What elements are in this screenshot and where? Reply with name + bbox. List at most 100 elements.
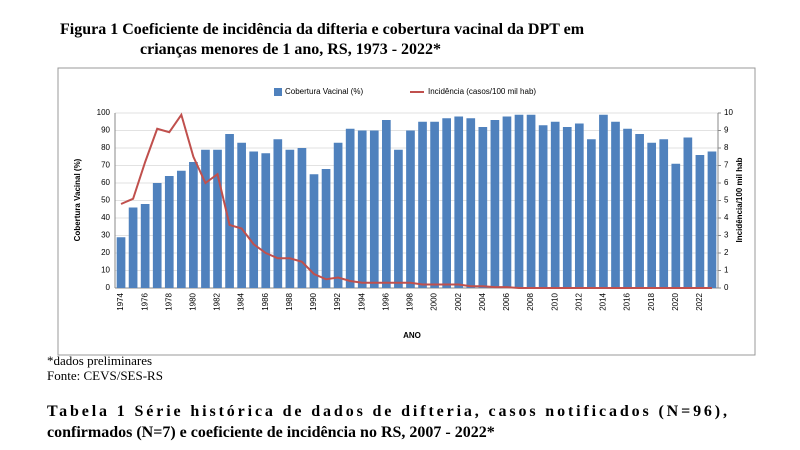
y-tick-label: 80 <box>101 143 110 152</box>
bar <box>152 183 162 288</box>
y-tick-label: 20 <box>101 248 110 257</box>
x-tick-label: 1990 <box>309 292 318 310</box>
bar <box>273 139 283 288</box>
y-tick-label: 10 <box>101 266 110 275</box>
bar <box>201 149 210 288</box>
x-tick-label: 2010 <box>550 292 559 310</box>
bar <box>164 176 174 288</box>
bar <box>321 169 331 288</box>
y2-tick-label: 0 <box>724 283 729 292</box>
legend-swatch <box>274 88 282 96</box>
bar <box>599 114 608 288</box>
bar <box>538 125 548 288</box>
bar <box>140 204 150 288</box>
y2-tick-label: 9 <box>724 126 729 135</box>
bar <box>562 127 572 288</box>
x-tick-label: 1980 <box>188 292 197 310</box>
line <box>120 112 712 289</box>
x-tick-label: 2014 <box>599 292 608 310</box>
legend-label: Incidência (casos/100 mil hab) <box>428 87 536 96</box>
bar <box>647 142 657 288</box>
y2-tick-label: 8 <box>724 143 729 152</box>
bar <box>116 237 126 288</box>
x-tick-label: 1984 <box>237 292 246 310</box>
bar <box>707 151 717 288</box>
y-tick-label: 100 <box>97 108 111 117</box>
x-tick-label: 1974 <box>116 292 125 310</box>
bar <box>478 127 488 288</box>
y2-axis-label: Incidência/100 mil hab <box>735 157 744 242</box>
x-axis-label: ANO <box>403 331 421 340</box>
bar <box>466 118 476 288</box>
note: *dados preliminares <box>47 353 152 368</box>
x-tick-label: 2018 <box>647 292 656 310</box>
x-tick-label: 1988 <box>285 292 294 310</box>
x-tick-label: 2002 <box>454 292 463 310</box>
bar <box>623 128 632 288</box>
bar <box>550 121 560 288</box>
bar <box>261 153 271 288</box>
y-tick-label: 0 <box>106 283 111 292</box>
y-tick-label: 50 <box>101 196 110 205</box>
y-tick-label: 40 <box>101 213 110 222</box>
x-tick-label: 2012 <box>574 292 583 310</box>
bar <box>189 162 198 288</box>
bar <box>297 148 307 288</box>
bar <box>671 163 681 288</box>
bar <box>128 207 138 288</box>
bar <box>237 142 246 288</box>
bar <box>695 155 705 288</box>
bar <box>430 121 439 288</box>
y-tick-label: 70 <box>101 161 110 170</box>
table-title: Tabela 1 Série histórica de dados de dif… <box>47 403 727 420</box>
y-tick-label: 60 <box>101 178 110 187</box>
x-tick-label: 1996 <box>381 292 390 310</box>
x-tick-label: 1976 <box>140 292 149 310</box>
bar <box>249 151 259 288</box>
x-tick-label: 1982 <box>213 292 222 310</box>
bar <box>394 149 403 288</box>
x-tick-label: 1998 <box>406 292 415 310</box>
x-tick-label: 2020 <box>671 292 680 310</box>
bar <box>683 137 693 288</box>
y2-tick-label: 10 <box>724 108 733 117</box>
bar <box>357 130 367 288</box>
chart: 0 10 20 30 40 50 60 70 80 90 100 0 1 2 3 4 5 6 7 8 9 10 1974 19… <box>73 87 744 340</box>
note: Fonte: CEVS/SES-RS <box>47 368 163 383</box>
x-tick-label: 1978 <box>164 292 173 310</box>
bar <box>382 120 391 288</box>
bar <box>345 128 355 288</box>
bar <box>526 114 536 288</box>
y-tick-label: 90 <box>101 126 110 135</box>
y2-tick-label: 1 <box>724 266 729 275</box>
x-tick-label: 1992 <box>333 292 342 310</box>
y2-tick-label: 2 <box>724 248 729 257</box>
bar <box>454 116 464 288</box>
bar <box>442 118 451 288</box>
x-tick-label: 2016 <box>623 292 632 310</box>
bar <box>502 116 512 288</box>
bar <box>285 149 295 288</box>
bar <box>406 130 415 288</box>
x-tick-label: 1986 <box>261 292 270 310</box>
bar <box>587 139 596 288</box>
bar <box>659 139 669 288</box>
figure-title: Figura 1 Coeficiente de incidência da di… <box>60 21 585 38</box>
y2-tick-label: 6 <box>724 178 729 187</box>
x-tick-label: 2022 <box>695 292 704 310</box>
y2-tick-label: 3 <box>724 231 729 240</box>
bar <box>176 170 186 288</box>
legend-label: Cobertura Vacinal (%) <box>285 87 363 96</box>
bar <box>309 174 319 288</box>
x-tick-label: 2004 <box>478 292 487 310</box>
bar <box>369 130 379 288</box>
bar <box>574 123 584 288</box>
bar <box>635 134 644 288</box>
bar <box>514 114 524 288</box>
x-tick-label: 1994 <box>357 292 366 310</box>
x-tick-label: 2008 <box>526 292 535 310</box>
x-tick-label: 2000 <box>430 292 439 310</box>
figure-title: crianças menores de 1 ano, RS, 1973 - 20… <box>140 41 441 58</box>
y2-tick-label: 4 <box>724 213 729 222</box>
